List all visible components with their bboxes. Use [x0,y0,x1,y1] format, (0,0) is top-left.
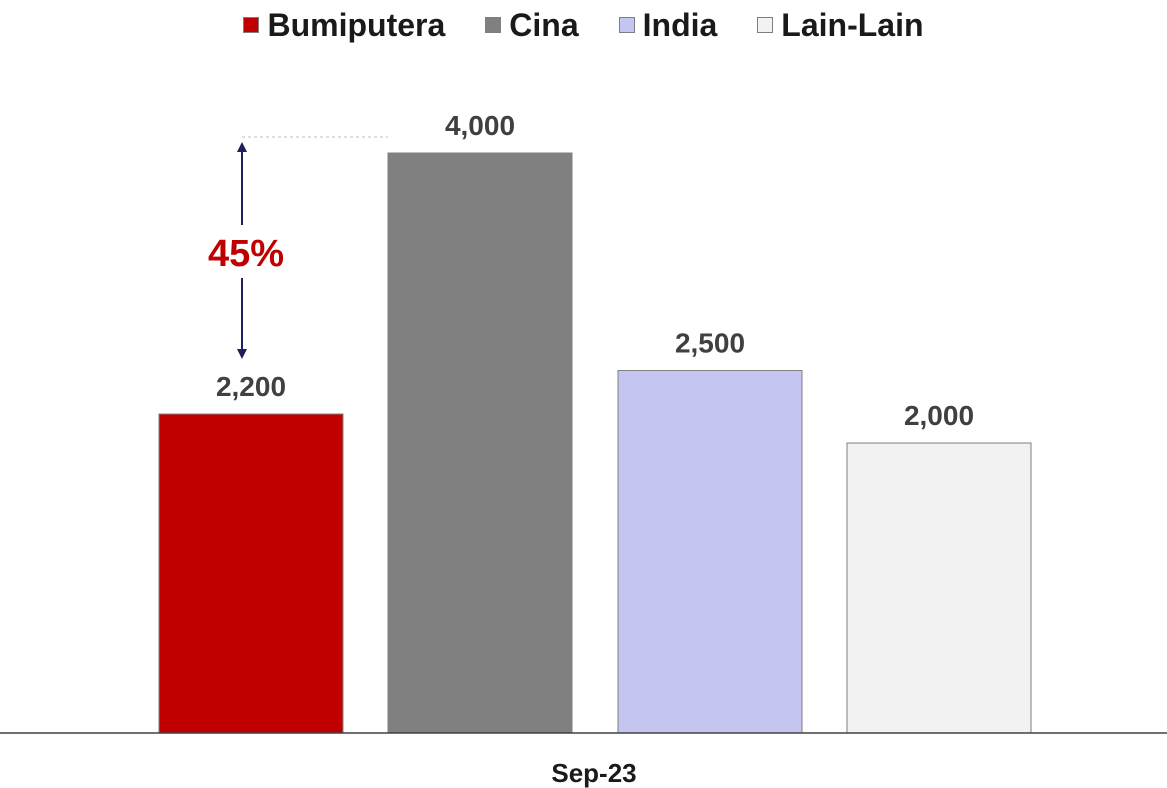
data-label-lain-lain: 2,000 [904,400,974,431]
bars-layer: 2,200 4,000 2,500 2,000 [158,110,1032,734]
bar-cina [387,152,573,734]
legend-swatch-india [618,17,635,33]
legend-label-bumiputera: Bumiputera [267,6,446,43]
legend-item-india: India [618,6,718,44]
bar-lain-lain [846,442,1032,734]
legend-item-lain-lain: Lain-Lain [757,6,924,44]
bar-india [617,370,803,734]
legend-item-bumiputera: Bumiputera [243,7,445,44]
bar-bumiputera [158,413,344,734]
legend-label-india: India [642,6,718,43]
legend-swatch-cina [485,17,502,33]
difference-percentage-label: 45% [208,233,284,275]
legend-swatch-bumiputera [243,17,260,33]
legend-label-cina: Cina [509,6,579,43]
chart-legend: Bumiputera Cina India Lain-Lain [0,0,1167,50]
data-label-cina: 4,000 [445,110,515,141]
difference-annotation: 45% [208,136,388,359]
data-label-bumiputera: 2,200 [216,371,286,402]
category-label: Sep-23 [551,758,636,788]
data-label-india: 2,500 [675,328,745,359]
legend-swatch-lain-lain [757,17,774,33]
legend-label-lain-lain: Lain-Lain [781,6,924,43]
legend-item-cina: Cina [485,6,579,44]
